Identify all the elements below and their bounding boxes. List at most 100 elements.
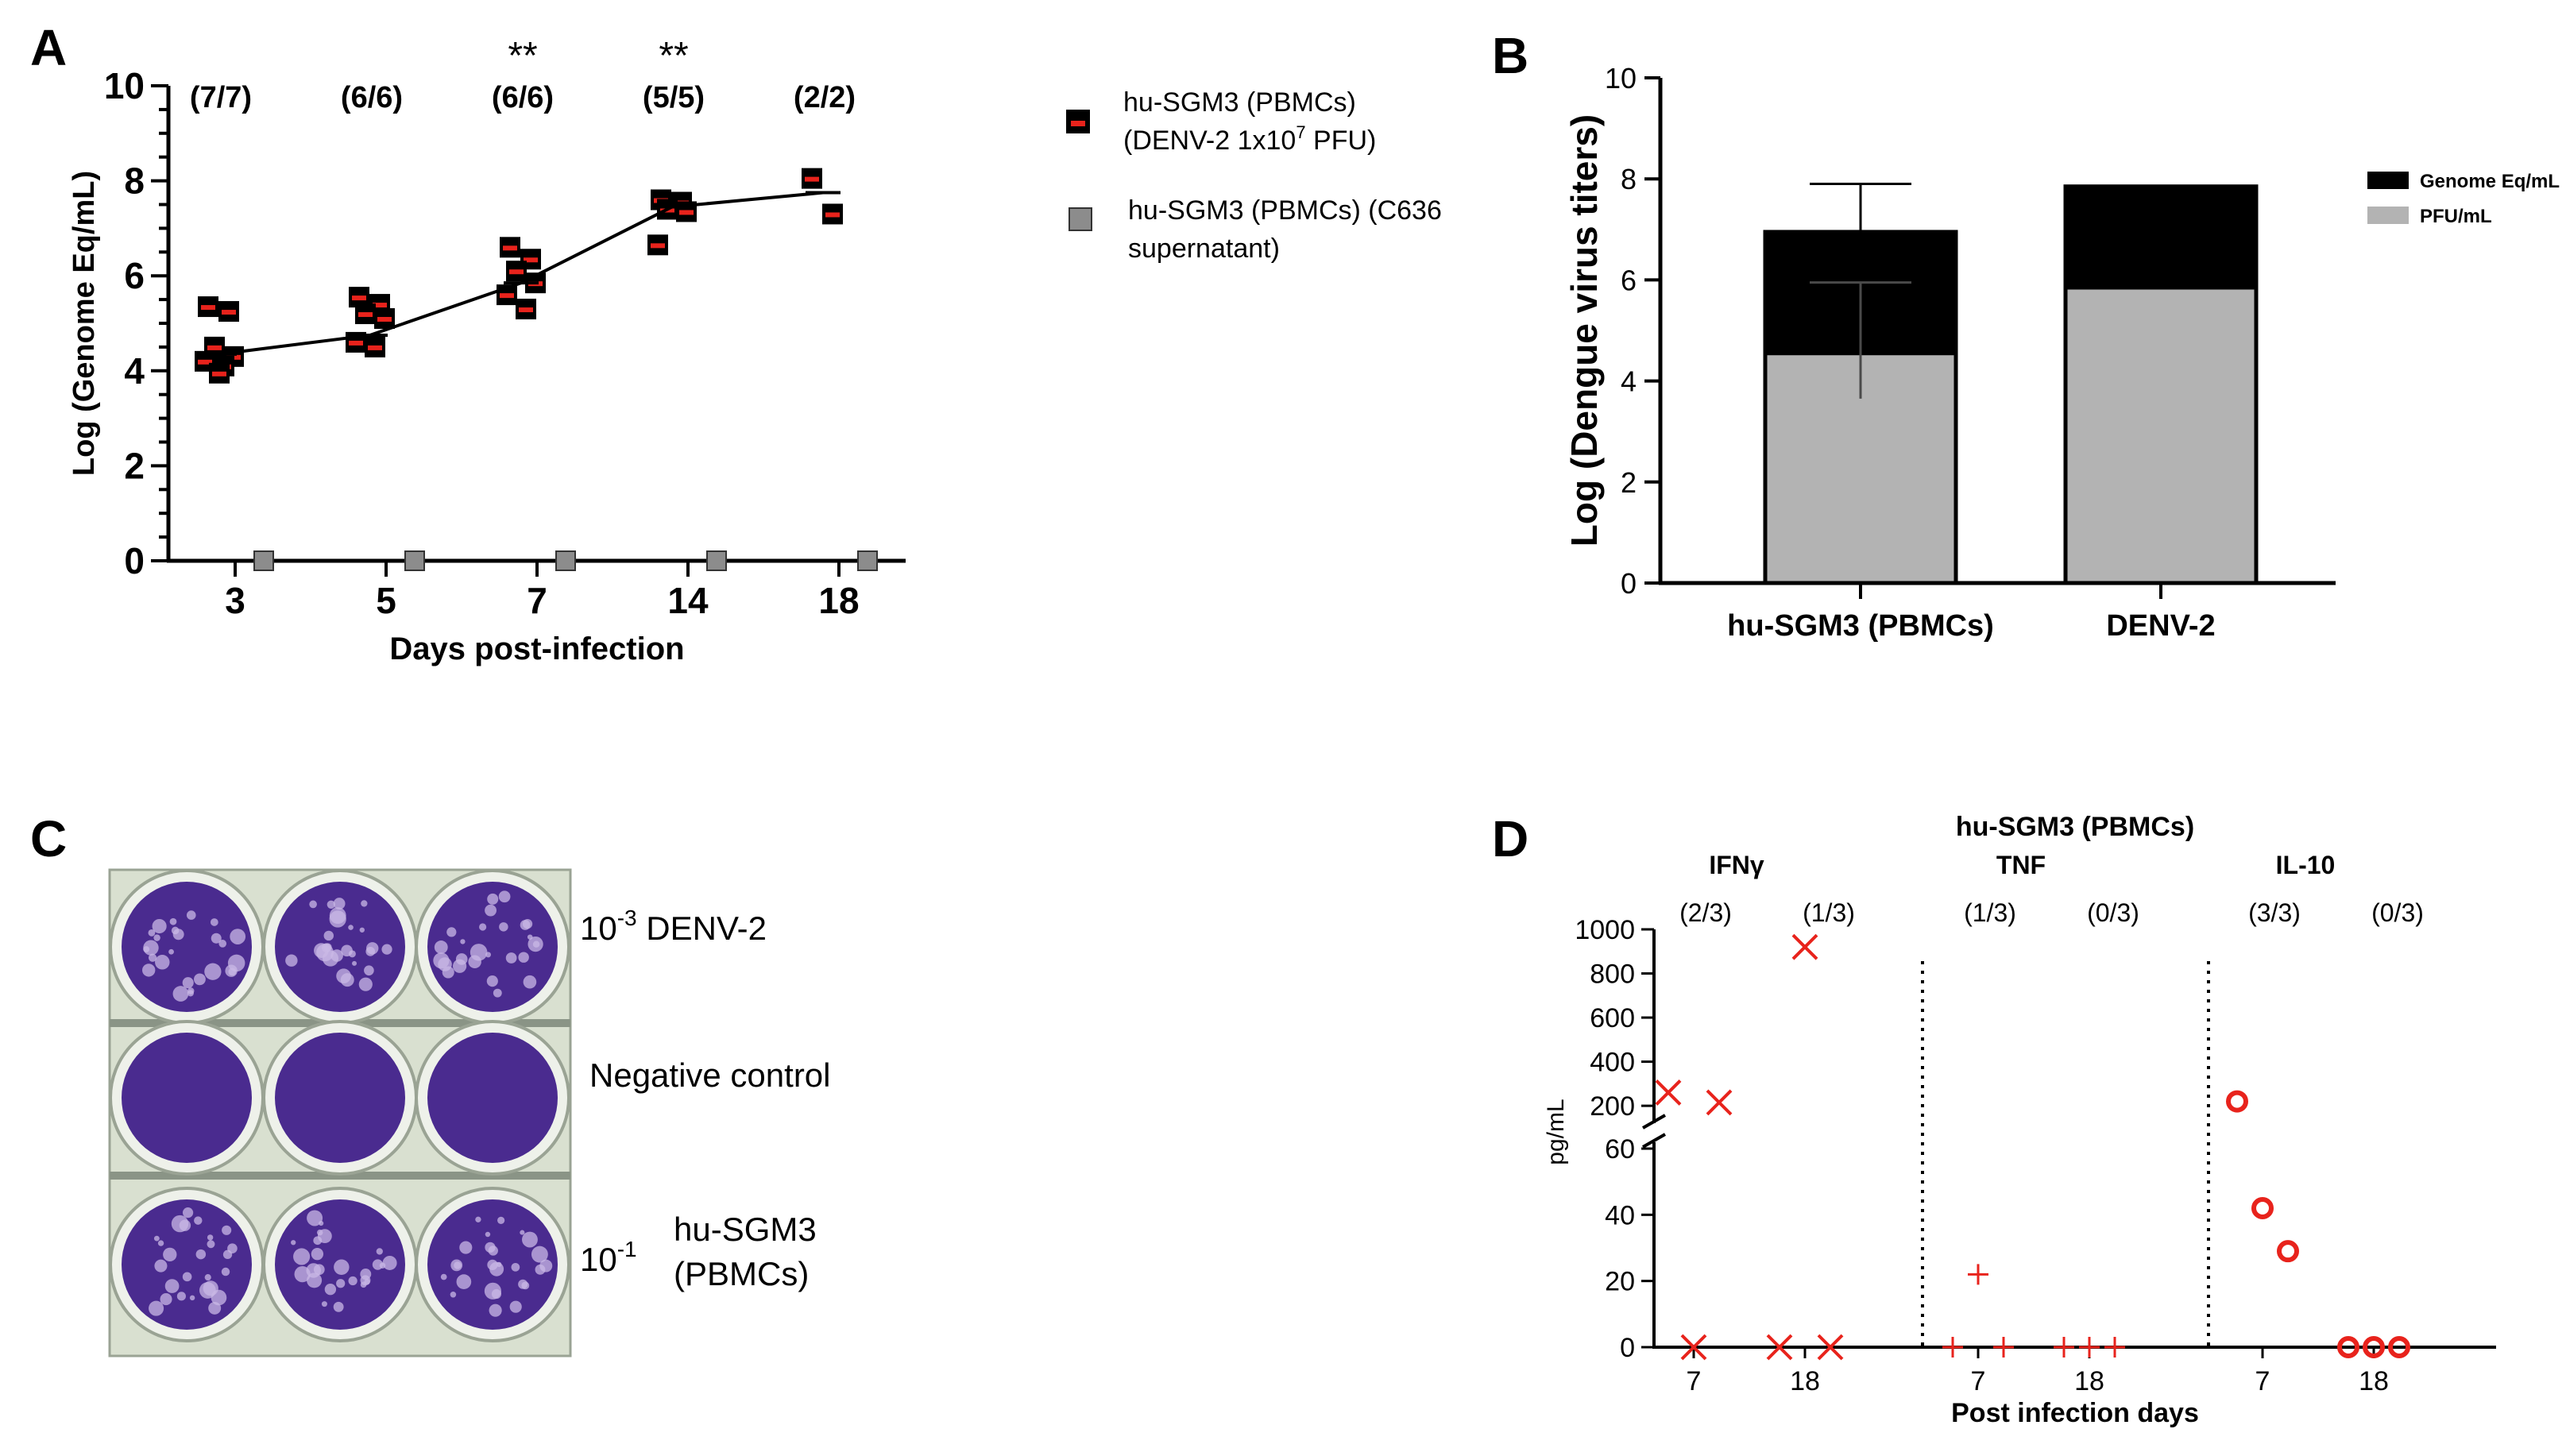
plaque [194, 1216, 203, 1225]
y-tick-label: 20 [1605, 1267, 1635, 1297]
y-tick-label: 40 [1605, 1200, 1635, 1230]
infected-point-marker [358, 312, 373, 318]
plaque [182, 1207, 194, 1218]
plaque [485, 1231, 491, 1238]
plaque [153, 1235, 160, 1242]
plaque [521, 1281, 530, 1290]
infected-point-marker [500, 293, 514, 299]
legend-infected-line1: hu-SGM3 (PBMCs) [1123, 87, 1356, 118]
infected-point-marker [519, 307, 533, 313]
plaque [164, 1279, 180, 1293]
count-label: (0/3) [2371, 898, 2424, 927]
y-tick-label: 0 [1621, 567, 1637, 600]
il10-point [2251, 1197, 2274, 1219]
plaque [511, 1262, 520, 1272]
plaque [496, 1261, 502, 1268]
plaque [207, 1234, 214, 1241]
significance-stars: ** [659, 35, 688, 77]
plaque [475, 1216, 481, 1222]
plaque [360, 1281, 367, 1288]
legend-control-swatch [1069, 207, 1092, 231]
plaque [485, 952, 492, 958]
axis-break-mark [1642, 1133, 1666, 1149]
il10-point [2277, 1240, 2299, 1263]
row-label-denv2: 10-3 DENV-2 [580, 906, 767, 947]
plaque [327, 900, 335, 909]
tnf-point [1993, 1337, 2014, 1358]
plaque [194, 973, 206, 986]
control-point [404, 550, 425, 571]
plaque [222, 1225, 232, 1235]
plaque [168, 948, 174, 955]
infected-point-marker [201, 305, 215, 311]
plaque [163, 1247, 177, 1262]
x-tick-label: 3 [225, 580, 245, 621]
infected-point-marker [825, 212, 840, 218]
plaque [172, 986, 189, 1002]
infected-point-marker [212, 371, 226, 377]
group-title: IL-10 [2276, 851, 2336, 879]
panel-c-plate: 10-3 DENV-2 Negative control 10-1 hu-SGM… [108, 868, 831, 1358]
plaque [527, 934, 533, 940]
plaque [359, 927, 365, 933]
ifng-point [1791, 933, 1818, 960]
plaque [307, 1210, 323, 1226]
plaque [293, 1248, 311, 1265]
plaque [382, 1255, 397, 1270]
plaque [522, 1231, 538, 1248]
ifng-point [1706, 1089, 1733, 1116]
plaque [176, 1292, 186, 1301]
well [275, 882, 405, 1012]
x-tick-label: 7 [527, 580, 547, 621]
plaque [152, 918, 167, 934]
y-tick-label: 4 [124, 350, 145, 392]
plaque [179, 1219, 191, 1231]
plaque [348, 950, 356, 958]
control-point [253, 550, 274, 571]
x-tick-label: DENV-2 [2106, 609, 2215, 643]
count-label: (1/3) [1964, 898, 2016, 927]
legend-infected-swatch-mark [1071, 121, 1085, 126]
plaque [221, 1267, 230, 1276]
x-tick-label: 18 [2359, 1366, 2389, 1396]
plaque [208, 1301, 222, 1315]
y-axis-title: Log (Genome Eq/mL) [68, 171, 101, 476]
panel-d-letter: D [1492, 810, 1528, 867]
infected-point-marker [679, 210, 694, 215]
plaque [364, 965, 374, 976]
x-tick-label: 18 [1790, 1366, 1820, 1396]
plaque [204, 1273, 211, 1281]
panel-c-letter: C [30, 810, 67, 867]
panel-d-chart: 0 20 40 60 200 400 600 800 1000 pg/mL hu-SGM3 (PBM… [1543, 812, 2496, 1428]
n-count-label: (6/6) [492, 81, 554, 114]
ifng-point [1655, 1079, 1682, 1106]
plaque [360, 1269, 372, 1280]
legend-pfu-label: PFU/mL [2420, 206, 2492, 227]
plaque [498, 890, 511, 903]
plaque [157, 1240, 164, 1246]
infected-point-marker [368, 345, 382, 350]
plaque [459, 1241, 473, 1254]
il10-point [2226, 1090, 2248, 1113]
plaque [228, 967, 237, 976]
plaque [186, 910, 196, 920]
plaque [450, 1259, 463, 1272]
legend-control-line1: hu-SGM3 (PBMCs) (C636 [1128, 195, 1442, 226]
control-point [706, 550, 727, 571]
plaque [195, 1249, 207, 1260]
plaque [358, 977, 373, 991]
y-axis-title: Log (Dengue virus titers) [1563, 114, 1605, 546]
plaque [148, 929, 156, 937]
plaque [531, 1246, 548, 1263]
bar-pfu [2063, 285, 2259, 585]
y-axis-title: pg/mL [1543, 1099, 1569, 1164]
row-label-husgm3-line1: hu-SGM3 [674, 1211, 817, 1248]
x-tick-label: 18 [818, 580, 859, 621]
y-tick-label: 800 [1590, 960, 1635, 990]
x-tick-label: 7 [1687, 1366, 1702, 1396]
plaque [329, 907, 346, 925]
plaque [352, 960, 357, 966]
plaque [488, 1246, 498, 1256]
group-title: IFNγ [1709, 851, 1764, 879]
legend-infected-line2: (DENV-2 1x107 PFU) [1123, 122, 1376, 156]
